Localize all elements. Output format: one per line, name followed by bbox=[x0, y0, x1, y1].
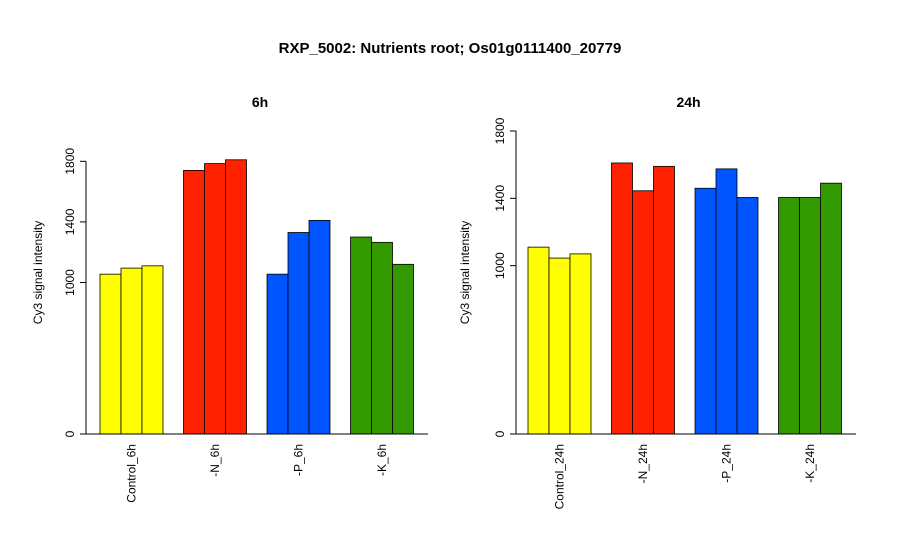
bar bbox=[225, 159, 247, 435]
category-tick-label: -K_6h bbox=[375, 444, 389, 476]
y-tick-label: 1000 bbox=[493, 252, 507, 279]
bar bbox=[350, 236, 372, 435]
bar bbox=[527, 246, 550, 435]
panel-24h: 24h Control_24h -N_24h -P_24h -K_24h 0 1000 140… bbox=[458, 94, 856, 509]
y-tick-label: 0 bbox=[63, 430, 77, 437]
bar bbox=[183, 169, 205, 435]
bar bbox=[99, 273, 122, 435]
bar bbox=[653, 165, 675, 435]
bar bbox=[694, 187, 717, 435]
bar bbox=[820, 182, 842, 435]
bar bbox=[715, 168, 738, 435]
bar bbox=[308, 219, 331, 435]
bar bbox=[141, 265, 164, 435]
bar bbox=[799, 197, 821, 435]
y-tick-label: 1000 bbox=[63, 269, 77, 296]
bar bbox=[392, 263, 414, 435]
category-tick-label: Control_6h bbox=[125, 444, 139, 503]
category-tick-label: -N_24h bbox=[636, 444, 650, 483]
bar bbox=[204, 163, 226, 435]
bar bbox=[611, 162, 633, 435]
bar bbox=[569, 253, 592, 435]
category-tick-label: -N_6h bbox=[208, 444, 222, 477]
bar bbox=[266, 273, 289, 435]
panel-title: 6h bbox=[252, 94, 268, 110]
panel-6h: 6h Control_6h -N_6h -P_6h -K_6h 0 1000 1400 1800… bbox=[31, 94, 428, 503]
y-tick-label: 0 bbox=[493, 430, 507, 437]
category-tick-label: -K_24h bbox=[803, 444, 817, 483]
category-tick-label: Control_24h bbox=[553, 444, 567, 509]
y-tick-label: 1400 bbox=[63, 208, 77, 235]
category-tick-label: -P_24h bbox=[720, 444, 734, 483]
bar bbox=[371, 241, 393, 435]
y-tick-label: 1800 bbox=[63, 148, 77, 175]
y-axis-label: Cy3 signal intensity bbox=[31, 221, 45, 324]
bar bbox=[632, 190, 654, 435]
category-tick-label: -P_6h bbox=[292, 444, 306, 476]
bar bbox=[548, 257, 571, 435]
bar bbox=[736, 197, 759, 435]
bar bbox=[287, 232, 310, 435]
bar bbox=[778, 197, 800, 435]
y-tick-label: 1400 bbox=[493, 185, 507, 212]
y-axis-label: Cy3 signal intensity bbox=[458, 221, 472, 324]
figure-title: RXP_5002: Nutrients root; Os01g0111400_2… bbox=[279, 40, 622, 57]
panel-title: 24h bbox=[676, 94, 700, 110]
bar bbox=[120, 267, 143, 435]
y-tick-label: 1800 bbox=[493, 117, 507, 144]
